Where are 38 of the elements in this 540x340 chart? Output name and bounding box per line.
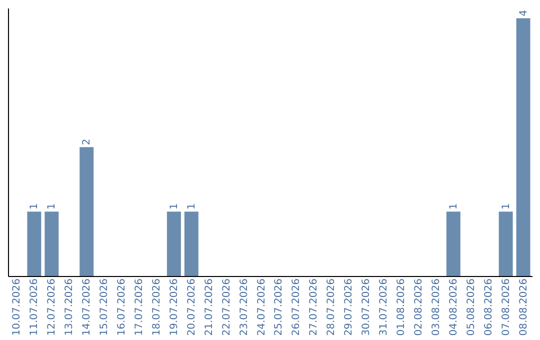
x-tick-label: 18.07.2026	[151, 278, 162, 336]
data-label: 1	[500, 203, 512, 210]
x-tick-label: 02.08.2026	[413, 278, 424, 336]
x-tick-label: 11.07.2026	[29, 278, 40, 336]
x-tick-label: 24.07.2026	[256, 278, 268, 336]
x-tick-label: 19.07.2026	[168, 278, 180, 336]
data-label: 1	[29, 203, 40, 210]
x-tick-label: 23.07.2026	[238, 278, 250, 336]
data-label: 1	[448, 203, 460, 210]
data-label: 2	[82, 138, 93, 146]
x-tick-label: 29.07.2026	[344, 278, 355, 336]
data-label: 1	[168, 203, 180, 210]
x-tick-label: 17.07.2026	[134, 278, 145, 336]
x-tick-label: 22.07.2026	[221, 278, 232, 336]
data-label: 4	[518, 10, 530, 16]
x-tick-label: 15.07.2026	[99, 278, 110, 336]
x-tick-label: 30.07.2026	[361, 278, 372, 336]
x-tick-label: 04.08.2026	[448, 278, 460, 336]
x-tick-label: 01.08.2026	[396, 278, 407, 336]
data-label: 1	[186, 203, 198, 210]
x-tick-label: 08.08.2026	[518, 278, 530, 336]
x-tick-label: 20.07.2026	[186, 278, 198, 336]
x-tick-label: 26.07.2026	[291, 278, 302, 336]
data-label: 1	[46, 203, 58, 210]
x-tick-label: 05.08.2026	[466, 278, 477, 336]
x-tick-label: 14.07.2026	[82, 278, 93, 336]
x-tick-label: 13.07.2026	[64, 278, 76, 336]
x-tick-label: 27.07.2026	[308, 278, 320, 336]
x-tick-label: 07.08.2026	[500, 278, 512, 336]
x-tick-label: 12.07.2026	[46, 278, 58, 336]
x-tick-label: 28.07.2026	[326, 278, 338, 336]
x-tick-label: 16.07.2026	[116, 278, 128, 336]
x-tick-label: 21.07.2026	[204, 278, 215, 336]
x-tick-label: 25.07.2026	[274, 278, 285, 336]
x-tick-label: 06.08.2026	[483, 278, 494, 336]
x-tick-label: 31.07.2026	[378, 278, 390, 336]
x-tick-label: 03.08.2026	[430, 278, 442, 336]
x-tick-label: 10.07.2026	[12, 278, 23, 336]
